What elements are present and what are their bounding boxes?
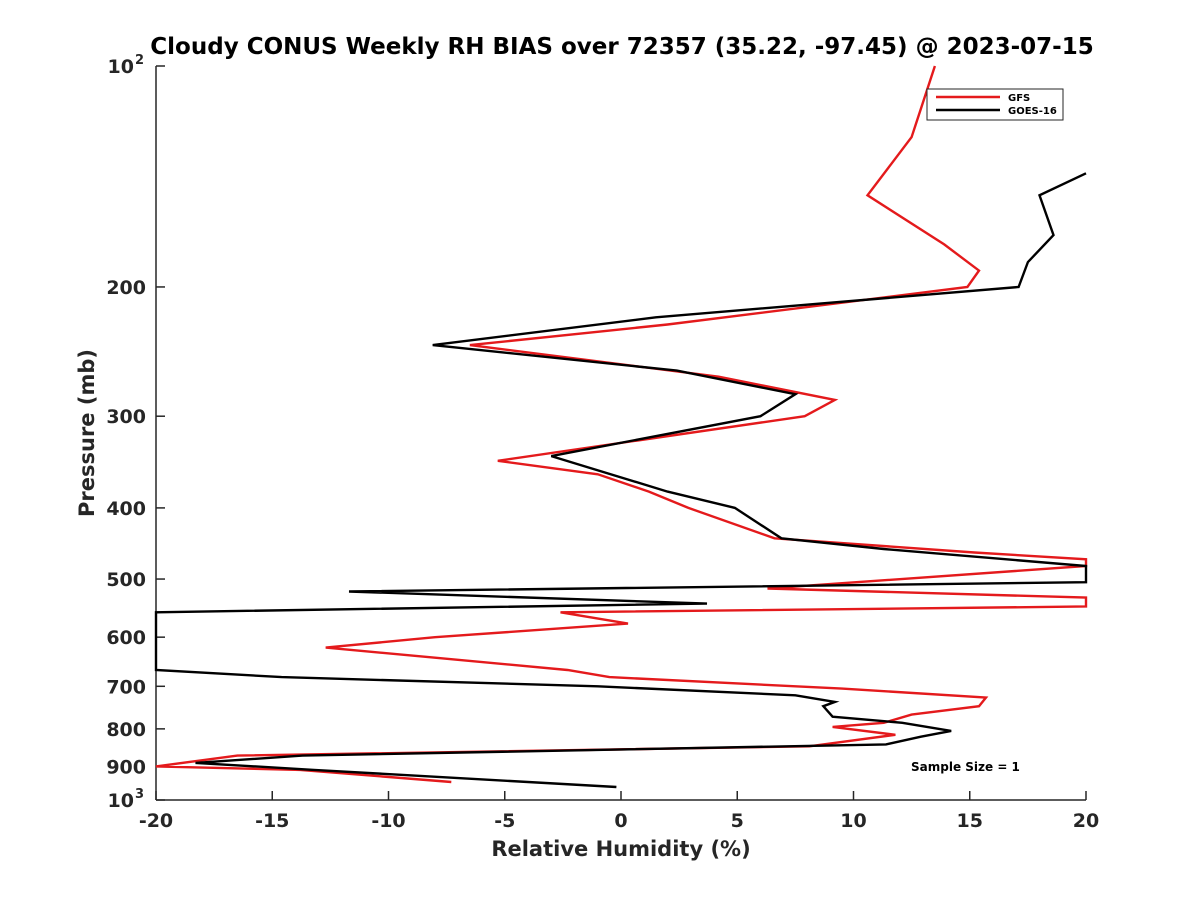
y-axis-label: Pressure (mb) bbox=[75, 349, 99, 517]
series-line-gfs bbox=[155, 65, 1088, 784]
x-axis-label: Relative Humidity (%) bbox=[491, 837, 750, 861]
y-tick-exponent-top: 2 bbox=[135, 53, 144, 68]
legend-label-gfs: GFS bbox=[1008, 93, 1030, 104]
x-tick-label: 20 bbox=[1073, 810, 1099, 832]
x-tick-label: -10 bbox=[371, 810, 405, 832]
legend: GFS GOES-16 bbox=[926, 88, 1064, 121]
chart-title: Cloudy CONUS Weekly RH BIAS over 72357 (… bbox=[150, 34, 1093, 60]
x-tick-label: -5 bbox=[494, 810, 515, 832]
x-tick-label: 10 bbox=[840, 810, 866, 832]
series-line-goes16 bbox=[154, 172, 1088, 789]
y-tick-label: 300 bbox=[106, 406, 146, 428]
y-tick-label: 900 bbox=[106, 756, 146, 778]
y-tick-label: 800 bbox=[106, 719, 146, 741]
x-tick-label: 15 bbox=[957, 810, 983, 832]
x-ticks: -20 -15 -10 -5 0 5 10 15 20 bbox=[139, 791, 1099, 832]
x-tick-label: -15 bbox=[255, 810, 289, 832]
legend-box bbox=[926, 88, 1064, 121]
plot-area bbox=[155, 66, 1086, 801]
y-tick-label-top: 10 bbox=[108, 56, 134, 78]
series-lines bbox=[154, 65, 1088, 789]
x-tick-label: -20 bbox=[139, 810, 173, 832]
y-tick-label: 500 bbox=[106, 569, 146, 591]
y-tick-label: 600 bbox=[106, 627, 146, 649]
y-tick-label: 400 bbox=[106, 498, 146, 520]
y-tick-label: 200 bbox=[106, 277, 146, 299]
sample-size-annotation: Sample Size = 1 bbox=[911, 760, 1020, 774]
legend-label-goes16: GOES-16 bbox=[1008, 106, 1057, 117]
y-tick-label-bottom: 10 bbox=[108, 790, 134, 812]
y-tick-exponent-bottom: 3 bbox=[135, 787, 144, 802]
x-tick-label: 5 bbox=[731, 810, 744, 832]
x-tick-label: 0 bbox=[614, 810, 627, 832]
y-tick-label: 700 bbox=[106, 676, 146, 698]
